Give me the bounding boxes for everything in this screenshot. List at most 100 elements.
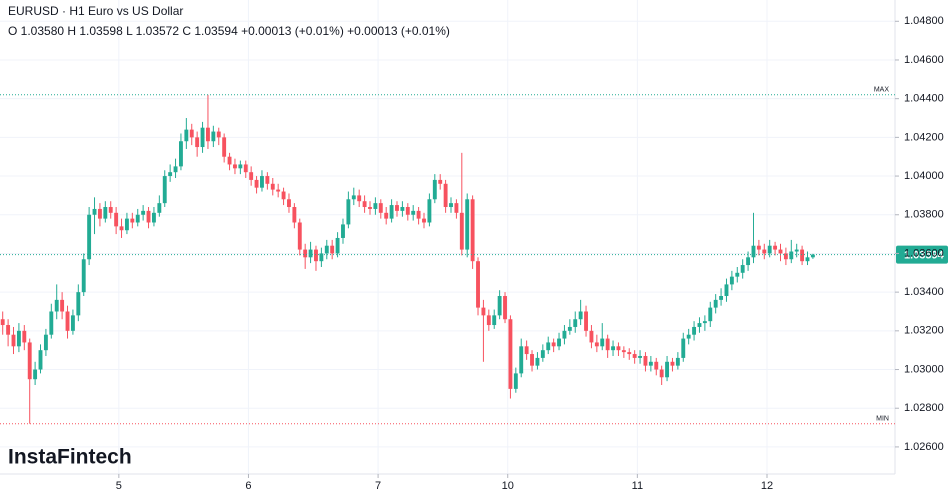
candle-body (719, 296, 724, 300)
candle-body (287, 199, 291, 208)
candle-body (751, 245, 756, 258)
candle-body (778, 249, 783, 254)
candle-body (243, 164, 248, 173)
candle-body (805, 257, 810, 262)
candle-body (594, 342, 599, 347)
overlays: MAX MIN 1.03594 (0, 87, 948, 425)
last-price-tag (896, 245, 948, 264)
candle-body (508, 319, 513, 389)
candle-body (124, 218, 129, 231)
candle-body (546, 342, 551, 351)
candle-body (675, 357, 680, 366)
candle-body (76, 292, 81, 316)
candle-body (492, 315, 497, 326)
candle-body (157, 203, 162, 213)
x-tick-label: 6 (245, 480, 251, 492)
x-tick-label: 11 (632, 480, 643, 492)
candle-body (535, 357, 540, 366)
candle-body (119, 226, 124, 231)
candle-body (238, 164, 243, 169)
candle-body (627, 352, 632, 355)
candle-body (330, 245, 335, 254)
candle-body (33, 369, 38, 380)
candle-body (643, 355, 648, 366)
candle-body (292, 207, 297, 223)
candle-body (524, 346, 529, 355)
candle-body (49, 311, 54, 335)
candle-body (346, 199, 351, 225)
candle-body (616, 346, 621, 351)
candle-body (756, 245, 761, 250)
candle-body (503, 296, 507, 320)
y-tick-label: 1.04000 (904, 170, 944, 182)
candle-body (416, 210, 421, 219)
candle-body (702, 321, 707, 324)
candle-body (87, 214, 92, 260)
candle-body (584, 311, 588, 331)
candle-body (783, 253, 788, 260)
candle-body (270, 183, 275, 190)
candle-body (27, 342, 32, 380)
chart-title: EURUSD · H1 Euro vs US Dollar (8, 4, 183, 18)
candle-body (384, 212, 389, 219)
candle-body (43, 334, 48, 351)
candle-body (395, 205, 399, 211)
candle-body (265, 176, 270, 184)
candle-body (810, 254, 815, 258)
candle-body (589, 330, 594, 343)
candle-body (297, 222, 302, 250)
candle-body (519, 346, 524, 374)
candle-body (173, 166, 178, 173)
candle-body (454, 203, 459, 213)
candle-body (513, 373, 518, 389)
y-tick-label: 1.02600 (904, 441, 944, 453)
candle-body (0, 319, 5, 326)
candle-body (108, 207, 113, 213)
candle-body (211, 131, 216, 142)
y-tick-label: 1.04600 (904, 54, 944, 66)
candle-body (767, 245, 772, 254)
candle-body (654, 361, 659, 370)
candle-body (227, 156, 232, 165)
candle-body (411, 210, 416, 215)
candle-body (638, 355, 643, 358)
candle-body (621, 350, 626, 353)
candle-body (65, 311, 70, 331)
candle-body (184, 129, 189, 142)
candle-body (335, 237, 340, 254)
candle-body (551, 342, 556, 347)
candle-body (368, 207, 372, 209)
level-label: MAX (874, 87, 890, 94)
candle-body (443, 183, 448, 208)
candle-body (22, 330, 27, 343)
y-tick-label: 1.03600 (904, 247, 944, 259)
candle-body (762, 249, 767, 254)
y-tick-label: 1.03200 (904, 325, 944, 337)
candle-body (476, 261, 480, 308)
candle-body (276, 189, 281, 192)
candle-body (303, 249, 308, 258)
candle-body (189, 129, 194, 138)
candle-body (146, 210, 151, 223)
candle-body (794, 249, 799, 252)
candle-body (162, 176, 167, 204)
candle-body (11, 334, 16, 347)
candle-body (632, 354, 637, 358)
y-tick-label: 1.03800 (904, 209, 944, 221)
candle-body (130, 218, 135, 223)
candle-body (319, 253, 324, 262)
candle-body (400, 207, 405, 211)
candle-body (70, 315, 75, 331)
level-label: MIN (876, 416, 889, 423)
candle-body (222, 137, 227, 157)
candle-body (465, 199, 470, 250)
candle-body (314, 249, 318, 262)
candle-body (103, 207, 108, 219)
candle-body (800, 249, 805, 262)
candle-body (681, 338, 686, 358)
candle-body (648, 361, 653, 366)
x-tick-label: 10 (502, 480, 514, 492)
candle-body (6, 325, 11, 335)
candle-body (357, 195, 362, 202)
candle-body (168, 172, 173, 177)
